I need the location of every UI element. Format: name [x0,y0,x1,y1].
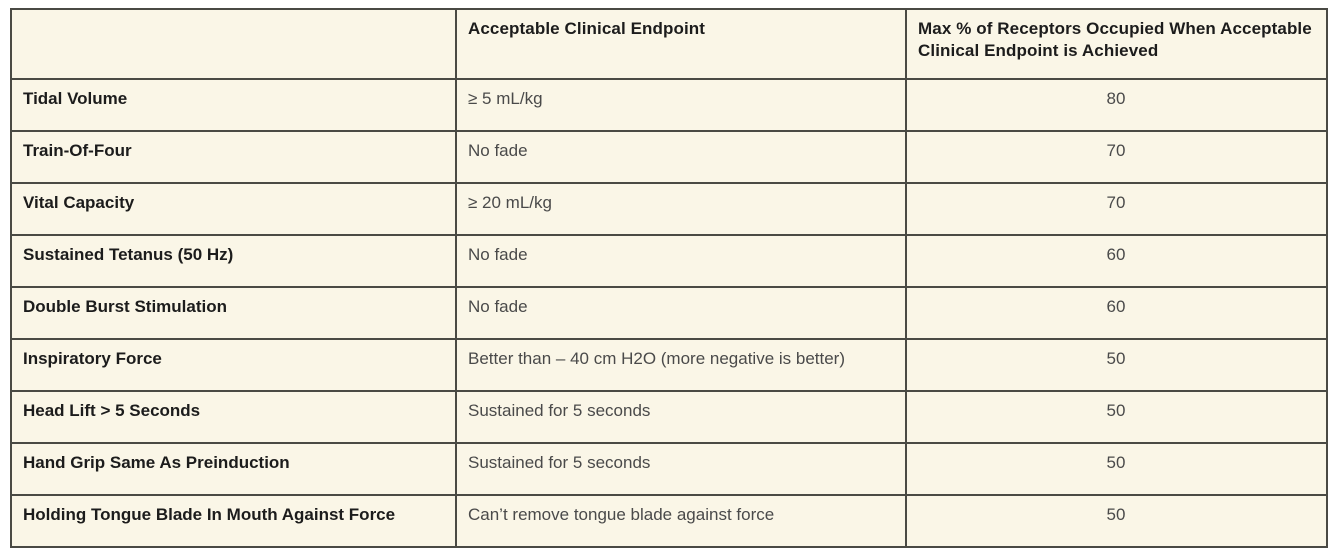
table-row: Tidal Volume ≥ 5 mL/kg 80 [10,78,1328,132]
row-endpoint-cell: Better than – 40 cm H2O (more negative i… [455,338,907,392]
row-endpoint-cell: No fade [455,286,907,340]
receptor-occupancy-table: Acceptable Clinical Endpoint Max % of Re… [10,8,1328,548]
row-max-pct-cell: 50 [905,338,1328,392]
table-row: Inspiratory Force Better than – 40 cm H2O… [10,338,1328,392]
row-label-cell: Hand Grip Same As Preinduction [10,442,457,496]
table-row: Sustained Tetanus (50 Hz) No fade 60 [10,234,1328,288]
header-row: Acceptable Clinical Endpoint Max % of Re… [10,8,1328,80]
row-label-cell: Vital Capacity [10,182,457,236]
row-endpoint-cell: Sustained for 5 seconds [455,390,907,444]
table-row: Vital Capacity ≥ 20 mL/kg 70 [10,182,1328,236]
row-max-pct-cell: 50 [905,442,1328,496]
header-cell-blank [10,8,457,80]
row-label-cell: Head Lift > 5 Seconds [10,390,457,444]
row-max-pct-cell: 50 [905,494,1328,548]
row-label-cell: Holding Tongue Blade In Mouth Against Fo… [10,494,457,548]
table-row: Double Burst Stimulation No fade 60 [10,286,1328,340]
row-max-pct-cell: 80 [905,78,1328,132]
row-label-cell: Tidal Volume [10,78,457,132]
row-max-pct-cell: 50 [905,390,1328,444]
header-cell-max-receptors-occupied: Max % of Receptors Occupied When Accepta… [905,8,1328,80]
row-max-pct-cell: 60 [905,234,1328,288]
row-endpoint-cell: No fade [455,234,907,288]
table-row: Hand Grip Same As Preinduction Sustained … [10,442,1328,496]
row-label-cell: Train-Of-Four [10,130,457,184]
table-row: Train-Of-Four No fade 70 [10,130,1328,184]
table-row: Holding Tongue Blade In Mouth Against Fo… [10,494,1328,548]
row-endpoint-cell: ≥ 20 mL/kg [455,182,907,236]
row-max-pct-cell: 70 [905,130,1328,184]
row-endpoint-cell: Sustained for 5 seconds [455,442,907,496]
row-endpoint-cell: No fade [455,130,907,184]
row-label-cell: Sustained Tetanus (50 Hz) [10,234,457,288]
row-max-pct-cell: 60 [905,286,1328,340]
row-max-pct-cell: 70 [905,182,1328,236]
row-label-cell: Inspiratory Force [10,338,457,392]
table-row: Head Lift > 5 Seconds Sustained for 5 sec… [10,390,1328,444]
header-cell-acceptable-clinical-endpoint: Acceptable Clinical Endpoint [455,8,907,80]
row-label-cell: Double Burst Stimulation [10,286,457,340]
row-endpoint-cell: Can’t remove tongue blade against force [455,494,907,548]
row-endpoint-cell: ≥ 5 mL/kg [455,78,907,132]
